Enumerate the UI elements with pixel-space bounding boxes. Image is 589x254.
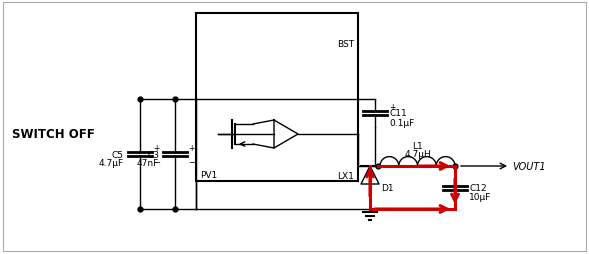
Text: 4.7μH: 4.7μH <box>404 149 431 158</box>
Text: 0.1μF: 0.1μF <box>389 118 414 127</box>
Text: 47nF: 47nF <box>137 159 159 168</box>
Text: +: + <box>188 144 194 152</box>
Text: LX1: LX1 <box>337 171 354 180</box>
Text: D1: D1 <box>381 183 393 192</box>
Text: −: − <box>153 157 160 166</box>
Text: 4.7μF: 4.7μF <box>99 159 124 168</box>
Text: 10μF: 10μF <box>469 192 491 201</box>
Text: C3: C3 <box>147 150 159 159</box>
Text: PV1: PV1 <box>200 170 217 179</box>
Text: C5: C5 <box>112 150 124 159</box>
Bar <box>196 14 358 181</box>
Text: +: + <box>389 103 395 112</box>
Text: VOUT1: VOUT1 <box>512 161 545 171</box>
Text: C11: C11 <box>389 109 407 118</box>
Text: L1: L1 <box>412 141 423 150</box>
Text: C12: C12 <box>469 183 487 192</box>
Text: BST: BST <box>337 40 354 49</box>
Text: −: − <box>188 157 195 166</box>
Text: SWITCH OFF: SWITCH OFF <box>12 128 95 141</box>
Text: +: + <box>153 144 160 152</box>
